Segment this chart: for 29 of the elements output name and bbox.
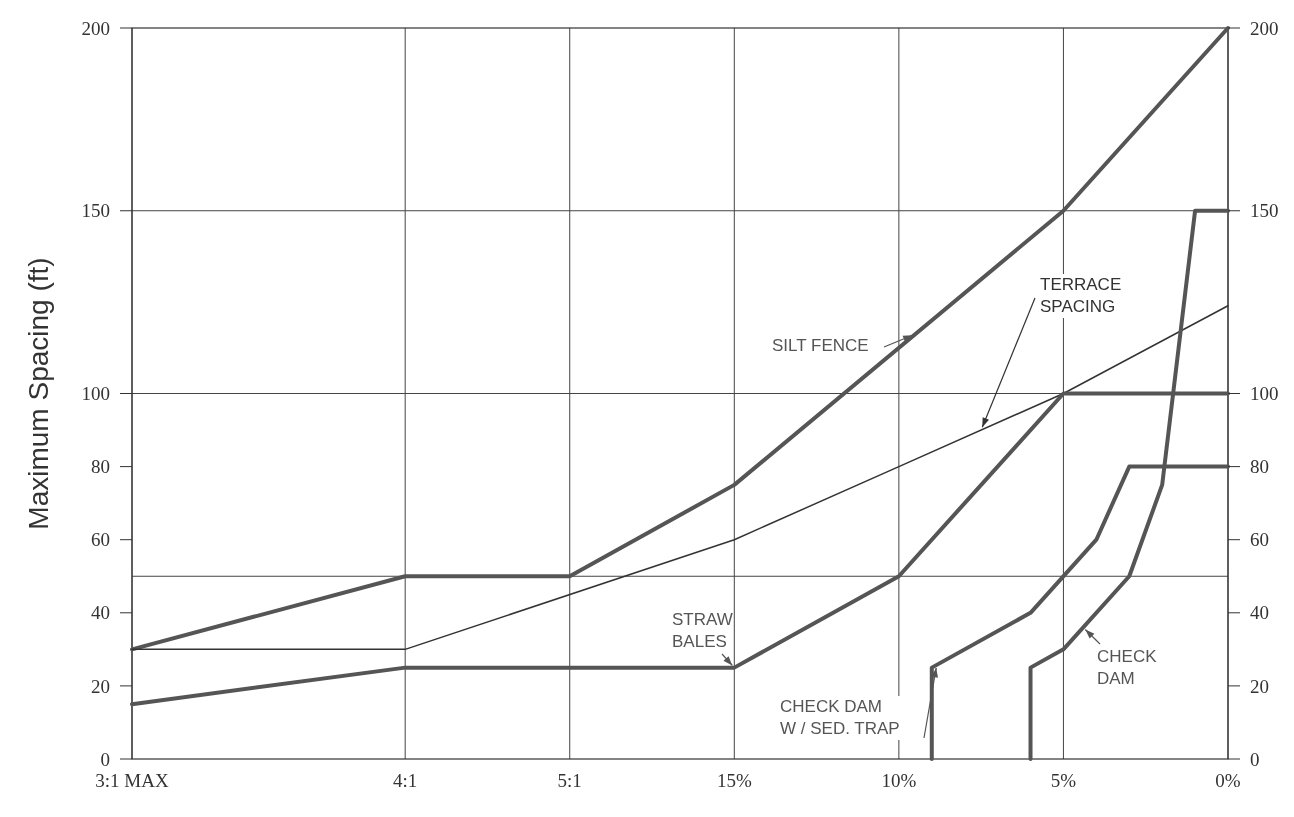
y-tick-label: 200 [81,17,110,39]
y2-tick-label: 150 [1250,200,1279,222]
y2-tick-label: 60 [1250,529,1269,551]
y-tick-label: 100 [81,383,110,405]
x-tick-label: 4:1 [393,770,418,791]
x-tick-label: 3:1 MAX [95,770,169,791]
y2-tick-label: 0 [1250,748,1260,770]
y-tick-label: 40 [91,602,110,624]
y-tick-label: 60 [91,529,110,551]
y-tick-label: 20 [91,675,110,697]
x-tick-label: 10% [881,770,917,791]
x-tick-label: 0% [1215,770,1241,791]
y2-tick-label: 20 [1250,675,1269,697]
x-tick-label: 5:1 [557,770,582,791]
y2-tick-label: 100 [1250,383,1279,405]
x-tick-label: 5% [1050,770,1077,791]
text: TERRACE SPACING [1040,275,1122,316]
y-axis-title: Maximum Spacing (ft) [23,257,54,530]
y2-tick-label: 200 [1250,17,1279,39]
x-tick-label: 15% [716,770,752,791]
series-label: CHECK DAM W / SED. TRAP [780,697,900,738]
legend-label: SILT FENCE [772,336,869,355]
y2-tick-label: 40 [1250,602,1269,624]
series-label: CHECK DAM [1097,647,1158,688]
y2-tick-label: 80 [1250,456,1269,478]
y-tick-label: 80 [91,456,110,478]
y-tick-label: 0 [100,748,110,770]
series-label: STRAW BALES [672,610,733,651]
y-tick-label: 150 [81,200,110,222]
